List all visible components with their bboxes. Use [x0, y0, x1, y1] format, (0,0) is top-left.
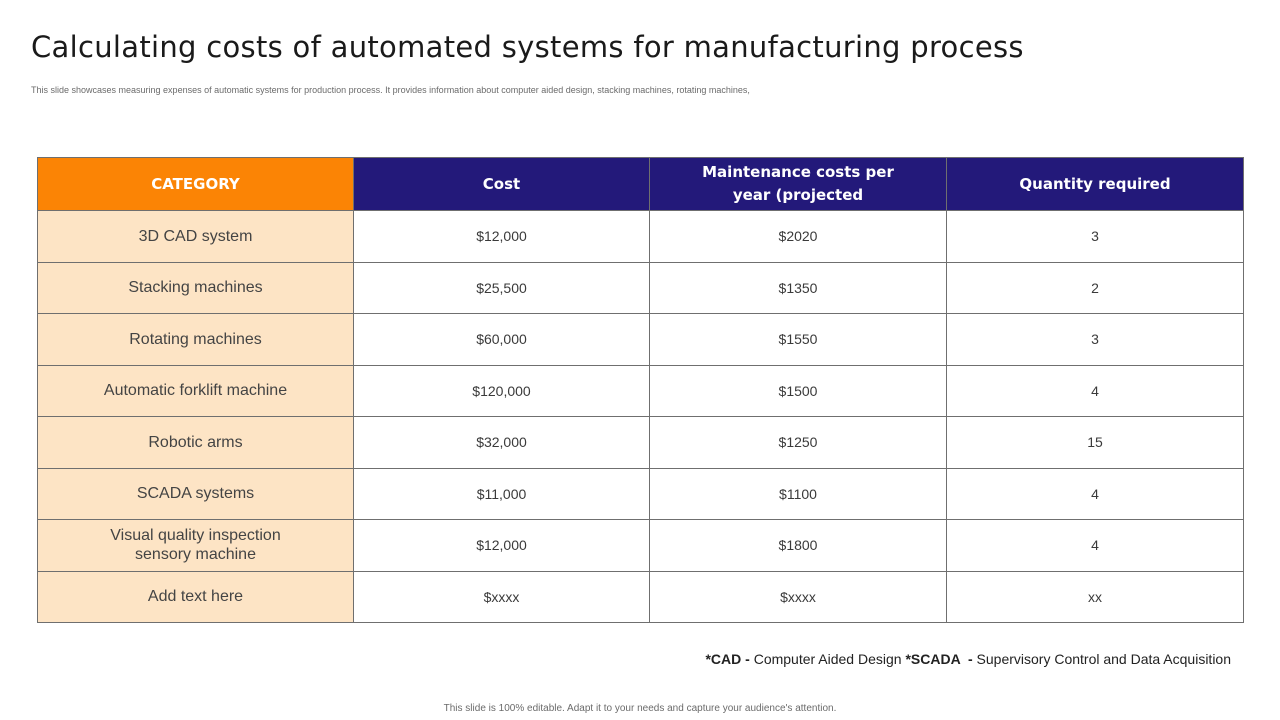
cost-cell: $120,000: [353, 364, 650, 417]
quantity-cell: 15: [946, 416, 1244, 469]
cost-cell: $32,000: [353, 416, 650, 469]
scada-abbr: *SCADA: [905, 651, 961, 667]
slide-title: Calculating costs of automated systems f…: [31, 30, 1024, 64]
maintenance-cell: $xxxx: [649, 570, 947, 623]
abbreviation-footnote: *CAD - Computer Aided Design *SCADA - Su…: [705, 651, 1231, 667]
category-cell: 3D CAD system: [37, 210, 354, 263]
quantity-cell: 2: [946, 261, 1244, 314]
quantity-cell: 4: [946, 519, 1244, 572]
category-cell: Automatic forklift machine: [37, 364, 354, 417]
maintenance-cell: $1550: [649, 313, 947, 366]
category-header: CATEGORY: [37, 157, 354, 211]
quantity-cell: 4: [946, 364, 1244, 417]
cad-separator: -: [741, 651, 754, 667]
table-row: Rotating machines $60,000 $1550 3: [37, 313, 1244, 366]
quantity-cell: xx: [946, 570, 1244, 623]
maintenance-header-line1: Maintenance costs per: [702, 163, 894, 181]
cost-cell: $12,000: [353, 519, 650, 572]
table-row: Add text here $xxxx $xxxx xx: [37, 570, 1244, 623]
quantity-cell: 3: [946, 313, 1244, 366]
maintenance-cell: $1500: [649, 364, 947, 417]
cost-cell: $60,000: [353, 313, 650, 366]
category-cell: Rotating machines: [37, 313, 354, 366]
maintenance-cell: $1350: [649, 261, 947, 314]
maintenance-header-line2: year (projected: [732, 186, 864, 204]
table-row: Automatic forklift machine $120,000 $150…: [37, 364, 1244, 417]
category-cell: Add text here: [37, 570, 354, 623]
maintenance-cell: $2020: [649, 210, 947, 263]
cost-cell: $25,500: [353, 261, 650, 314]
scada-definition: Supervisory Control and Data Acquisition: [976, 651, 1231, 667]
cost-cell: $12,000: [353, 210, 650, 263]
slide-footer: This slide is 100% editable. Adapt it to…: [443, 703, 837, 714]
cost-header: Cost: [353, 157, 650, 211]
category-cell: Robotic arms: [37, 416, 354, 469]
category-cell: SCADA systems: [37, 467, 354, 520]
maintenance-cell: $1100: [649, 467, 947, 520]
quantity-cell: 4: [946, 467, 1244, 520]
cad-abbr: *CAD: [705, 651, 742, 667]
table-row: Robotic arms $32,000 $1250 15: [37, 416, 1244, 469]
maintenance-cell: $1250: [649, 416, 947, 469]
cost-table: CATEGORY Cost Maintenance costs per year …: [37, 157, 1244, 623]
category-cell: Stacking machines: [37, 261, 354, 314]
quantity-cell: 3: [946, 210, 1244, 263]
maintenance-header: Maintenance costs per year (projected: [649, 157, 947, 211]
slide-subtitle: This slide showcases measuring expenses …: [31, 85, 750, 95]
cad-definition: Computer Aided Design: [753, 651, 906, 667]
cost-cell: $xxxx: [353, 570, 650, 623]
table-row: Stacking machines $25,500 $1350 2: [37, 261, 1244, 314]
category-cell: Visual quality inspection sensory machine: [37, 519, 354, 572]
category-line1: Visual quality inspection: [110, 527, 281, 545]
table-header-row: CATEGORY Cost Maintenance costs per year …: [37, 157, 1244, 211]
table-row: Visual quality inspection sensory machine…: [37, 519, 1244, 572]
category-line2: sensory machine: [135, 546, 256, 564]
scada-separator: -: [960, 651, 977, 667]
maintenance-cell: $1800: [649, 519, 947, 572]
table-row: 3D CAD system $12,000 $2020 3: [37, 210, 1244, 263]
cost-cell: $11,000: [353, 467, 650, 520]
table-row: SCADA systems $11,000 $1100 4: [37, 467, 1244, 520]
quantity-header: Quantity required: [946, 157, 1244, 211]
